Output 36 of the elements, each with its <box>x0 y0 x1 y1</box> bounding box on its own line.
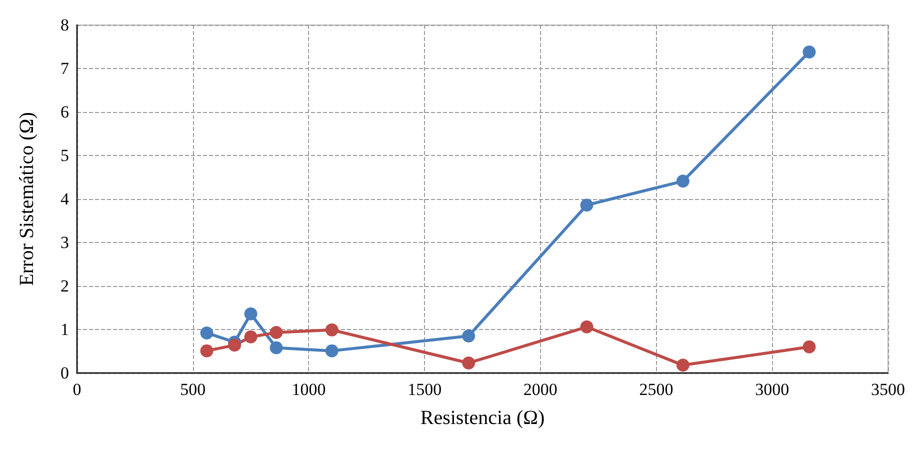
point <box>244 307 258 320</box>
point <box>325 344 338 358</box>
point <box>200 344 214 358</box>
point <box>244 330 258 344</box>
x-tick-label: 3500 <box>871 380 905 399</box>
y-tick-label: 6 <box>60 102 69 122</box>
point <box>270 326 283 340</box>
y-tick-label: 0 <box>60 364 69 382</box>
y-tick-label: 2 <box>60 276 69 296</box>
x-tick-label: 2500 <box>639 380 674 399</box>
point <box>580 320 594 334</box>
x-tick-label: 1000 <box>292 380 326 399</box>
point <box>270 341 283 354</box>
y-tick-label: 7 <box>60 59 70 78</box>
x-tick-label: 2000 <box>523 380 558 399</box>
point <box>462 356 476 370</box>
y-axis-title: Error Sistemático (Ω) <box>16 112 38 286</box>
point <box>580 198 594 212</box>
point <box>676 358 690 372</box>
point <box>462 330 476 343</box>
x-axis-title: Resistencia (Ω) <box>420 407 545 429</box>
x-tick-label: 3000 <box>755 380 790 399</box>
y-tick-label: 3 <box>60 233 69 252</box>
y-tick-label: 8 <box>60 16 69 34</box>
y-tick-label: 1 <box>60 320 69 339</box>
point <box>676 174 690 188</box>
point <box>802 45 816 58</box>
x-tick-label: 1500 <box>408 380 442 399</box>
y-tick-label: 5 <box>60 146 69 165</box>
x-tick-label: 500 <box>180 380 206 399</box>
x-tick-label: 0 <box>72 380 82 399</box>
point <box>325 323 338 336</box>
point <box>228 338 242 352</box>
point <box>802 340 816 354</box>
y-tick-label: 4 <box>60 190 70 208</box>
point <box>200 326 214 340</box>
